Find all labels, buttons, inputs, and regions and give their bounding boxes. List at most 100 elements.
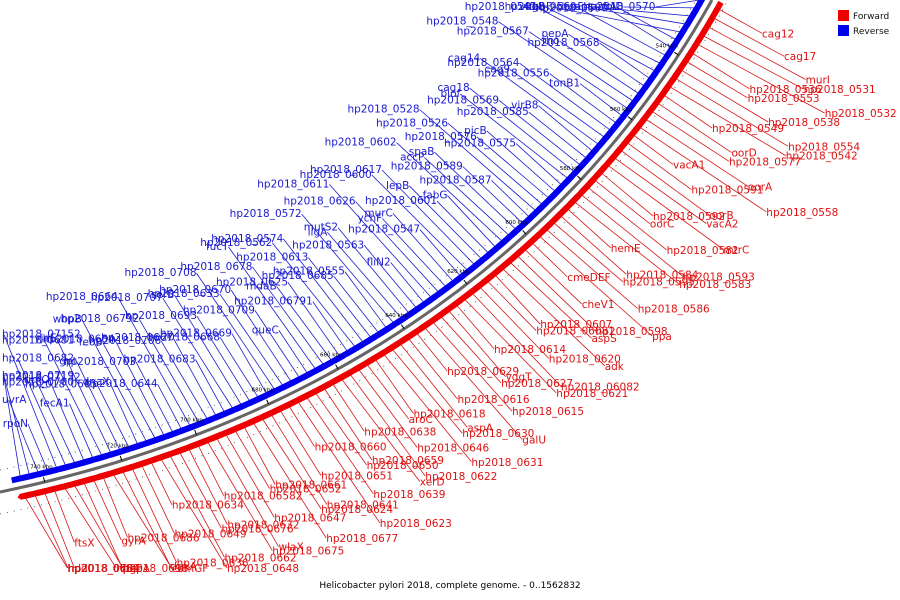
reverse-gene-label: hp2018_0602 bbox=[325, 137, 397, 149]
reverse-gene-label: virB8 bbox=[511, 100, 538, 112]
forward-gene-label: ddl bbox=[74, 563, 90, 575]
forward-callout-line bbox=[501, 267, 605, 367]
reverse-callout-line bbox=[219, 337, 260, 400]
forward-callout-line bbox=[717, 8, 763, 34]
forward-callout-line bbox=[559, 214, 627, 275]
forward-gene-label: hp2018_0616 bbox=[458, 394, 530, 406]
reverse-gene-label: hp2018_0526 bbox=[376, 117, 448, 129]
forward-gene-label: hp2018_0586 bbox=[638, 304, 710, 316]
reverse-gene-label: hp2018_0626 bbox=[284, 196, 356, 208]
forward-gene-label: hp2018_0582 bbox=[667, 245, 739, 257]
reverse-gene-label: hp2018_0572 bbox=[230, 208, 302, 220]
forward-gene-label: hp2018_0675 bbox=[272, 546, 344, 558]
forward-callout-line bbox=[579, 193, 684, 277]
reverse-gene-label: hp2018_0644 bbox=[86, 378, 158, 390]
reverse-gene-label: mutS2 bbox=[304, 222, 338, 234]
forward-gene-label: oorC bbox=[650, 219, 675, 231]
genome-backbone-outer bbox=[0, 0, 697, 471]
kbp-tick-label: 580 kbp bbox=[560, 166, 583, 172]
reverse-gene-label: hp2018_0547 bbox=[348, 224, 420, 236]
forward-callout-line bbox=[140, 463, 175, 534]
forward-callout-line bbox=[486, 279, 537, 331]
forward-callout-line bbox=[455, 303, 495, 350]
reverse-callout-line bbox=[486, 130, 557, 193]
reverse-callout-line bbox=[355, 201, 440, 294]
reverse-gene-label: hp2018_0601 bbox=[365, 195, 437, 207]
reverse-callout-line bbox=[44, 340, 103, 458]
forward-callout-line bbox=[701, 34, 804, 90]
reverse-callout-line bbox=[491, 180, 531, 219]
forward-callout-line bbox=[685, 60, 748, 99]
reverse-callout-line bbox=[459, 93, 570, 180]
reverse-callout-line bbox=[8, 399, 40, 475]
reverse-gene-label: hp2018_0555 bbox=[273, 266, 345, 278]
reverse-gene-label: hp2018_0600 bbox=[300, 169, 372, 181]
kbp-tick-mark bbox=[119, 455, 123, 461]
reverse-gene-label: dnaX bbox=[83, 376, 110, 388]
forward-gene-label: hp2018_0607 bbox=[540, 319, 612, 331]
reverse-gene-label: hp2018_0574 bbox=[211, 233, 283, 245]
forward-gene-label: hp2018_0677 bbox=[326, 533, 398, 545]
forward-callout-line bbox=[252, 421, 327, 539]
reverse-gene-label: hp2018_0668 bbox=[148, 331, 220, 343]
reverse-callout-line bbox=[117, 296, 192, 428]
reverse-gene-label: hp2018_0589 bbox=[391, 161, 463, 173]
forward-callout-line bbox=[566, 207, 611, 249]
forward-gene-label: hp2018_0598 bbox=[596, 326, 668, 338]
kbp-tick-mark bbox=[43, 476, 46, 483]
reverse-callout-line bbox=[419, 109, 538, 213]
kbp-tick-mark bbox=[400, 324, 405, 330]
reverse-gene-label: hp2018_0613 bbox=[236, 252, 308, 264]
kbp-tick-label: 600 kbp bbox=[505, 220, 528, 226]
kbp-tick-label: 640 kbp bbox=[385, 313, 408, 319]
reverse-gene-label: cag18 bbox=[437, 82, 469, 94]
reverse-callout-line bbox=[528, 31, 635, 103]
forward-gene-label: cag12 bbox=[762, 28, 794, 40]
reverse-callout-line bbox=[447, 195, 497, 249]
reverse-callout-line bbox=[96, 384, 130, 449]
reverse-gene-label: hp2018_0633 bbox=[148, 288, 220, 300]
reverse-gene-label: hp2018_0617 bbox=[310, 164, 382, 176]
reverse-gene-label: ychF bbox=[358, 212, 383, 224]
reverse-callout-line bbox=[424, 157, 511, 237]
forward-gene-label: hp2018_0554 bbox=[788, 141, 860, 153]
reverse-gene-label: hp2018_06792 bbox=[61, 313, 140, 325]
reverse-callout-line bbox=[371, 174, 469, 272]
forward-gene-label: galU bbox=[522, 435, 546, 447]
forward-callout-line bbox=[707, 25, 806, 80]
reverse-callout-line bbox=[329, 184, 433, 299]
reverse-callout-line bbox=[515, 143, 563, 187]
forward-gene-label: hp2018_0630 bbox=[462, 428, 534, 440]
reverse-gene-arrow bbox=[11, 474, 30, 484]
forward-callout-line bbox=[314, 391, 367, 466]
reverse-gene-label: hp2018_0530 bbox=[536, 3, 608, 15]
forward-callout-line bbox=[382, 352, 472, 463]
forward-gene-label: hp2018_0636 bbox=[177, 558, 249, 570]
kbp-tick-label: 680 kbp bbox=[252, 388, 275, 394]
reverse-gene-label: hp2018_0625 bbox=[216, 276, 288, 288]
forward-gene-label: wlaX bbox=[279, 542, 304, 554]
reverse-gene-label: hp2018_0556 bbox=[478, 68, 550, 80]
forward-gene-label: hp2018_06082 bbox=[561, 381, 640, 393]
forward-gene-label: hp2018_0689 bbox=[67, 563, 139, 575]
forward-callout-line bbox=[234, 429, 270, 489]
forward-callout-line bbox=[470, 291, 562, 387]
reverse-callout-line bbox=[196, 272, 276, 392]
forward-callout-line bbox=[24, 495, 68, 569]
reverse-gene-label: hp2018_0567 bbox=[457, 26, 529, 38]
forward-callout-line bbox=[73, 483, 124, 569]
legend-reverse-label: Reverse bbox=[853, 27, 890, 37]
reverse-gene-label: lepB bbox=[386, 180, 409, 192]
forward-callout-line bbox=[712, 17, 785, 57]
reverse-callout-line bbox=[76, 361, 121, 452]
reverse-gene-label: hp2018_0562 bbox=[200, 237, 272, 249]
reverse-gene-label: folD bbox=[602, 1, 623, 13]
reverse-gene-label: fabF bbox=[529, 1, 552, 13]
forward-callout-line bbox=[348, 372, 426, 477]
reverse-callout-line bbox=[381, 169, 476, 266]
reverse-gene-label: hp2018_07132 bbox=[2, 372, 81, 384]
reverse-callout-line bbox=[390, 262, 426, 305]
reverse-gene-label: hp2018_0528 bbox=[347, 104, 419, 116]
reverse-callout-line bbox=[81, 319, 148, 444]
forward-callout-line bbox=[690, 52, 750, 90]
